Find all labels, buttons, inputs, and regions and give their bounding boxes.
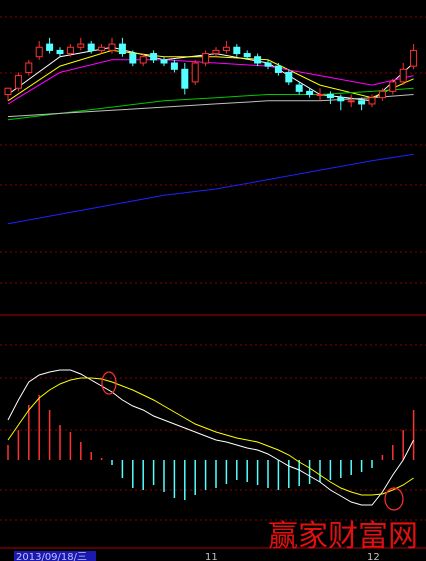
marks: [4, 37, 418, 506]
candle-body: [368, 97, 376, 105]
candle-body: [274, 65, 282, 73]
candle-body: [399, 68, 407, 83]
line-series: [7, 94, 414, 118]
month-label: 11: [205, 552, 218, 561]
candle-body: [14, 75, 22, 89]
candle-body: [389, 81, 397, 92]
line-series: [7, 153, 414, 225]
annotation-circle: [384, 487, 404, 511]
candle-body: [212, 49, 220, 55]
candle-body: [295, 84, 303, 92]
candle-body: [181, 68, 189, 89]
line-series: [7, 377, 414, 496]
candle-body: [35, 46, 43, 58]
candle-body: [326, 94, 334, 99]
candle-body: [191, 62, 199, 83]
candle-body: [98, 46, 106, 51]
candle-body: [222, 46, 230, 51]
line-series: [7, 87, 414, 121]
month-label: 12: [367, 552, 380, 561]
candle-body: [118, 43, 126, 55]
date-box: [14, 551, 96, 561]
candle-body: [77, 43, 85, 48]
candle-body: [378, 90, 386, 99]
candle-body: [316, 94, 324, 96]
candle-body: [170, 62, 178, 70]
candle-body: [56, 49, 64, 55]
candle-body: [87, 43, 95, 51]
candle-body: [243, 53, 251, 58]
candle-body: [306, 90, 314, 95]
watermark: 赢家财富网: [268, 519, 418, 554]
candle-body: [150, 53, 158, 61]
grid: [0, 16, 426, 549]
date-label: 2013/09/18/三: [16, 552, 87, 561]
candle-body: [347, 100, 355, 103]
candle-body: [337, 97, 345, 102]
candle-body: [129, 53, 137, 64]
line-series: [7, 59, 414, 105]
candle-body: [233, 46, 241, 55]
candle-body: [254, 56, 262, 64]
candle-body: [46, 43, 54, 51]
candle-body: [4, 87, 12, 95]
candle-body: [25, 62, 33, 73]
candle-body: [66, 46, 74, 55]
candle-body: [139, 56, 147, 64]
annotation-circle: [101, 371, 117, 395]
candle-body: [358, 100, 366, 105]
line-series: [7, 369, 415, 506]
candle-body: [108, 43, 116, 51]
candle-body: [285, 71, 293, 83]
line-series: [7, 49, 414, 102]
candle-body: [202, 53, 210, 64]
candle-body: [264, 62, 272, 67]
candle-body: [410, 49, 418, 67]
candle-body: [160, 59, 168, 64]
